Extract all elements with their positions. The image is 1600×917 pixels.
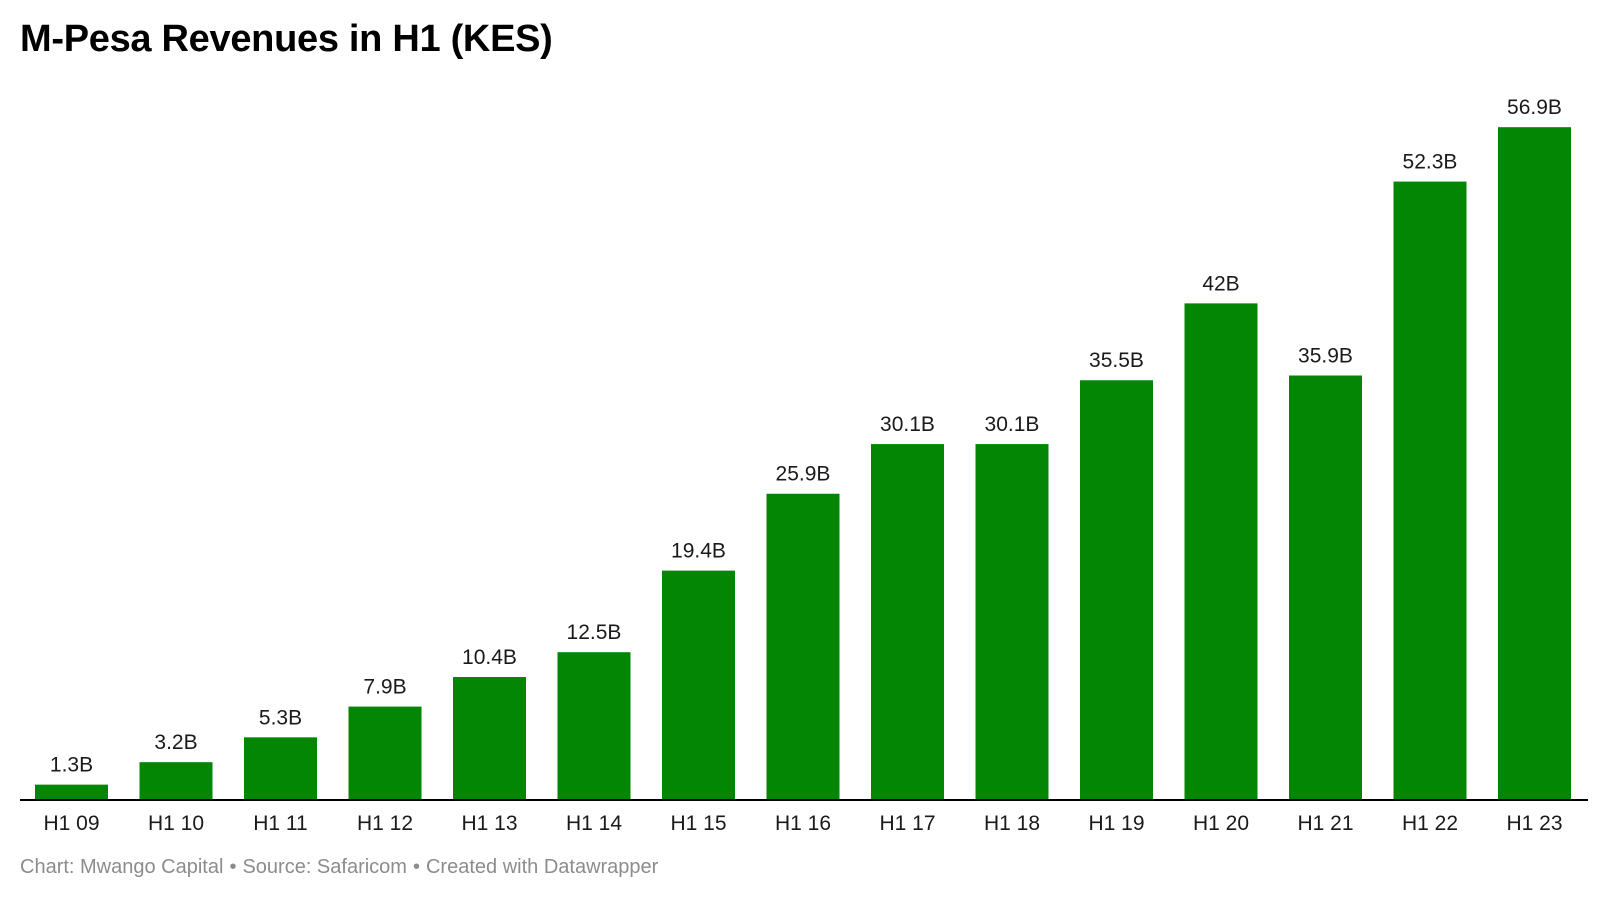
footer-separator: •: [412, 856, 420, 878]
chart-footer: Chart: Mwango Capital • Source: Safaricom •…: [20, 856, 658, 879]
x-tick-label: H1 09: [43, 812, 99, 835]
bar-h1-22: [1393, 181, 1467, 800]
value-label: 42B: [1202, 272, 1239, 295]
source-credit: Source: Safaricom: [242, 856, 407, 878]
value-label: 19.4B: [671, 540, 726, 563]
x-tick-label: H1 21: [1297, 812, 1353, 835]
bar-h1-15: [662, 570, 735, 800]
x-tick-label: H1 18: [984, 812, 1040, 835]
value-label: 1.3B: [50, 754, 93, 777]
value-label: 25.9B: [776, 463, 831, 486]
bar-h1-18: [975, 444, 1049, 800]
x-tick-label: H1 17: [879, 812, 935, 835]
x-tick-label: H1 22: [1402, 812, 1458, 835]
footer-separator: •: [229, 856, 237, 878]
value-label: 10.4B: [462, 646, 517, 669]
bar-h1-09: [35, 784, 108, 800]
value-label: 7.9B: [363, 676, 406, 699]
bar-h1-17: [871, 444, 944, 800]
bar-h1-13: [453, 677, 526, 800]
bar-h1-14: [557, 652, 631, 800]
x-tick-label: H1 10: [148, 812, 204, 835]
bar-h1-21: [1289, 375, 1362, 800]
datawrapper-credit: Created with Datawrapper: [425, 856, 659, 878]
x-tick-label: H1 12: [357, 812, 413, 835]
chart-credit: Chart: Mwango Capital: [20, 856, 224, 878]
bar-h1-11: [244, 737, 317, 800]
bar-h1-19: [1080, 380, 1153, 800]
value-label: 30.1B: [985, 413, 1040, 436]
x-tick-label: H1 11: [253, 812, 307, 835]
value-labels-layer: 1.3B 3.2B 5.3B 7.9B 10.4B 12.5B 19.4B 25.9B 30.1…: [50, 96, 1562, 776]
x-tick-label: H1 23: [1506, 812, 1562, 835]
tick-labels-layer: H1 09 H1 10 H1 11 H1 12 H1 13 H1 14 H1 15 H1 16…: [43, 812, 1562, 835]
bar-h1-10: [139, 762, 213, 800]
x-tick-label: H1 14: [566, 812, 622, 835]
value-label: 35.5B: [1089, 349, 1144, 372]
x-tick-label: H1 20: [1193, 812, 1249, 835]
bar-h1-12: [348, 706, 422, 800]
value-label: 35.9B: [1298, 344, 1353, 367]
bar-h1-23: [1498, 127, 1571, 801]
bar-h1-16: [766, 493, 840, 800]
bar-h1-20: [1184, 303, 1258, 800]
value-label: 52.3B: [1403, 151, 1458, 174]
bars-layer: [35, 127, 1571, 801]
value-label: 12.5B: [567, 621, 622, 644]
x-tick-label: H1 13: [461, 812, 517, 835]
value-label: 5.3B: [259, 706, 302, 729]
x-tick-label: H1 19: [1088, 812, 1144, 835]
x-tick-label: H1 16: [775, 812, 831, 835]
value-label: 30.1B: [880, 413, 935, 436]
chart-title: M-Pesa Revenues in H1 (KES): [20, 18, 553, 60]
x-tick-label: H1 15: [670, 812, 726, 835]
value-label: 3.2B: [154, 731, 197, 754]
value-label: 56.9B: [1507, 96, 1562, 119]
